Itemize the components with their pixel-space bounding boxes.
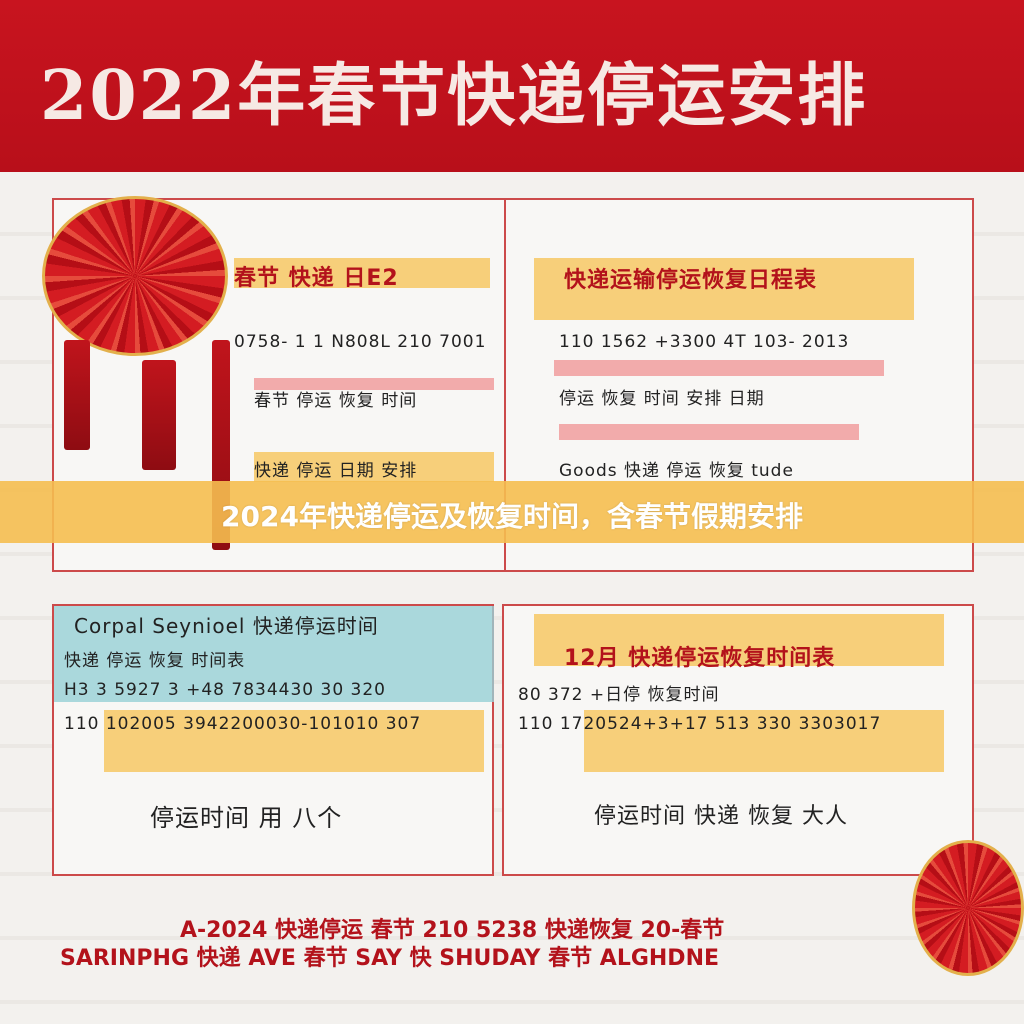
highlight xyxy=(584,710,944,772)
bottom-left-title: Corpal Seynioel 快递停运时间 xyxy=(74,614,379,638)
right-top-line: Goods 快递 停运 恢复 tude xyxy=(559,461,794,481)
highlight xyxy=(254,378,494,390)
bottom-right-panel: 12月 快递停运恢复时间表 80 372 +日停 恢复时间 110 172052… xyxy=(502,604,974,876)
left-top-line: 春节 停运 恢复 时间 xyxy=(254,391,418,411)
right-top-line: 110 1562 +3300 4T 103- 2013 xyxy=(559,332,850,352)
caption-text: 2024年快递停运及恢复时间，含春节假期安排 xyxy=(221,500,803,533)
bottom-left-panel: Corpal Seynioel 快递停运时间 快递 停运 恢复 时间表 H3 3… xyxy=(52,604,494,876)
bottom-right-title: 12月 快递停运恢复时间表 xyxy=(564,646,836,671)
highlight xyxy=(104,710,484,772)
bottom-left-line: 快递 停运 恢复 时间表 xyxy=(64,651,246,671)
bottom-left-line: 停运时间 用 八个 xyxy=(150,804,343,832)
left-top-line: 快递 停运 日期 安排 xyxy=(254,461,418,481)
tassel-decoration xyxy=(142,360,176,470)
bottom-left-line: 110 102005 3942200030-101010 307 xyxy=(64,714,422,734)
right-top-line: 停运 恢复 时间 安排 日期 xyxy=(559,389,765,409)
bottom-right-line: 停运时间 快递 恢复 大人 xyxy=(594,804,848,829)
highlight xyxy=(254,452,494,482)
highlight xyxy=(559,424,859,440)
tassel-decoration xyxy=(64,340,90,450)
bottom-left-line: H3 3 5927 3 +48 7834430 30 320 xyxy=(64,680,386,700)
highlight xyxy=(534,258,914,320)
highlight xyxy=(534,614,944,666)
footer-line: A-2024 快递停运 春节 210 5238 快递恢复 20-春节 xyxy=(180,918,725,943)
bottom-right-line: 80 372 +日停 恢复时间 xyxy=(518,685,720,705)
red-fan-decoration xyxy=(42,196,228,356)
footer-line: SARINPHG 快递 AVE 春节 SAY 快 SHUDAY 春节 ALGHD… xyxy=(60,946,720,971)
highlight xyxy=(54,606,494,702)
right-top-title: 快递运输停运恢复日程表 xyxy=(564,268,818,293)
highlight xyxy=(234,258,490,288)
panel-divider xyxy=(504,200,506,570)
left-top-line: 0758- 1 1 N808L 210 7001 xyxy=(234,332,487,352)
red-fan-decoration xyxy=(912,840,1024,976)
bottom-right-line: 110 1720524+3+17 513 330 3303017 xyxy=(518,714,882,734)
highlight xyxy=(554,360,884,376)
caption-banner: 2024年快递停运及恢复时间，含春节假期安排 xyxy=(0,481,1024,543)
header-title: 2022年春节快递停运安排 xyxy=(40,56,868,136)
left-top-title: 春节 快递 日E2 xyxy=(234,266,399,291)
header: 2022年春节快递停运安排 xyxy=(0,0,1024,172)
